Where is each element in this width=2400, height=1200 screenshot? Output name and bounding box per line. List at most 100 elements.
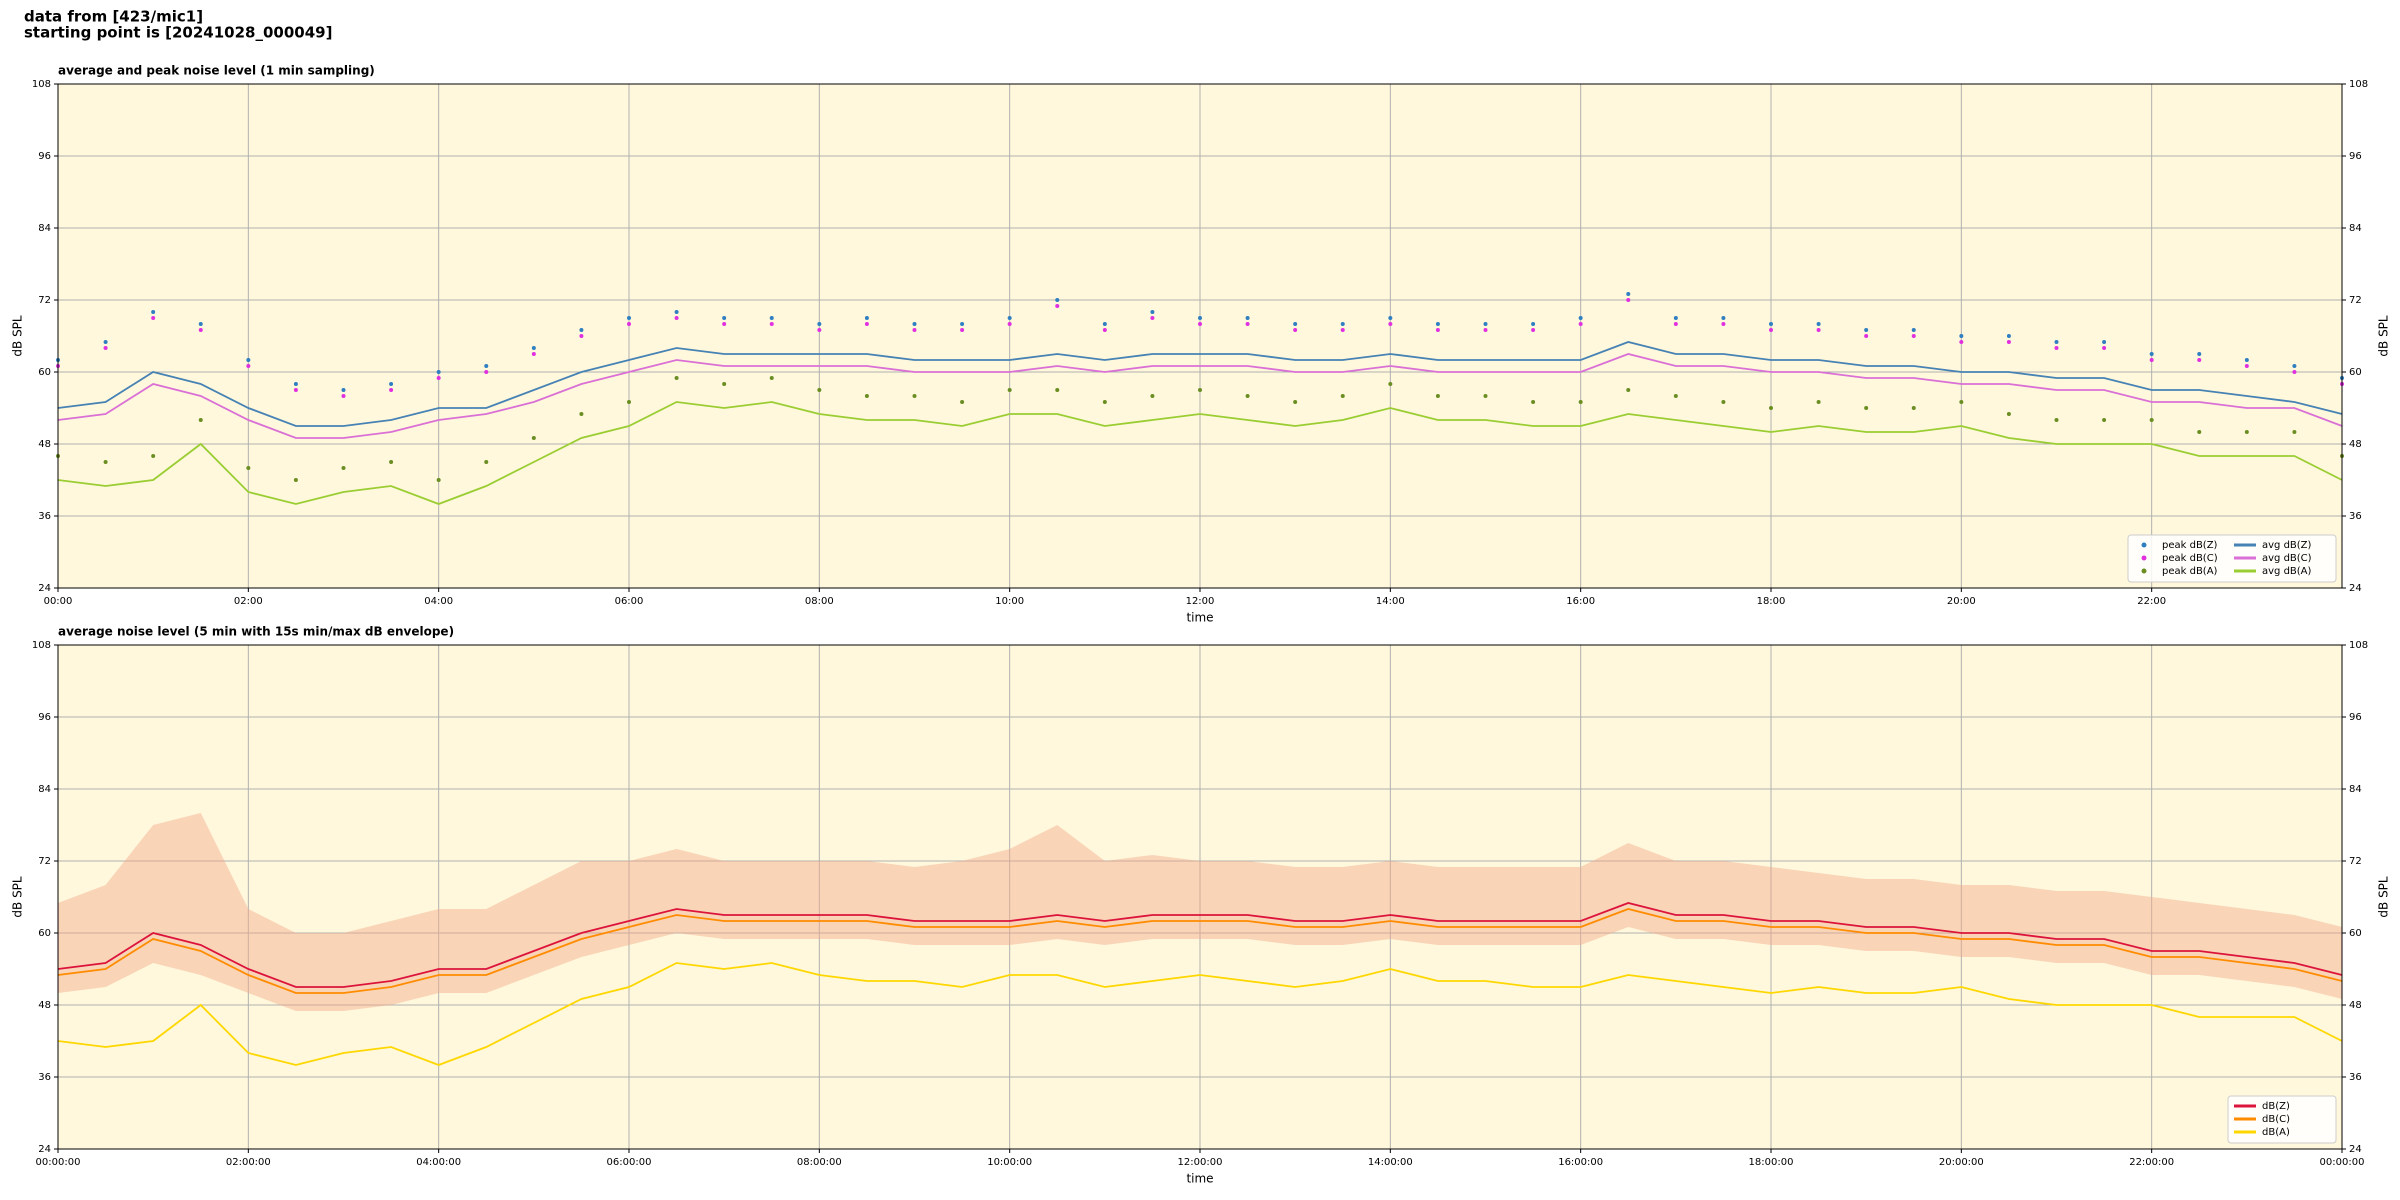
y-axis-label: dB SPL	[2377, 876, 2391, 918]
envelope-area	[58, 813, 2342, 1011]
y-tick-label: 72	[38, 295, 51, 306]
peak-point	[2292, 370, 2297, 374]
peak-point	[1721, 400, 1726, 404]
legend-label: dB(Z)	[2262, 1101, 2290, 1112]
x-tick-label: 22:00:00	[2129, 1157, 2174, 1168]
peak-point	[769, 376, 774, 380]
x-tick-label: 18:00:00	[1749, 1157, 1794, 1168]
peak-point	[1959, 334, 1964, 338]
peak-point	[1198, 322, 1202, 326]
series-line	[57, 353, 2343, 439]
peak-point	[1816, 400, 1821, 404]
peak-point	[1864, 406, 1869, 410]
peak-point	[1435, 394, 1440, 398]
peak-point	[2054, 418, 2059, 422]
peak-point	[2006, 412, 2011, 416]
peak-point	[864, 316, 869, 320]
peak-point	[1626, 298, 1631, 302]
peak-point	[293, 388, 298, 392]
peak-point	[864, 322, 869, 326]
peak-point	[1150, 394, 1155, 398]
y-tick-label: 48	[2349, 439, 2362, 450]
peak-point	[722, 316, 727, 320]
y-tick-label: 24	[38, 1144, 51, 1155]
header-line: starting point is [20241028_000049]	[24, 24, 332, 42]
peak-point	[1435, 322, 1440, 326]
peak-point	[1531, 328, 1536, 332]
y-tick-label: 108	[2349, 640, 2368, 651]
peak-point	[2102, 346, 2107, 350]
legend-label: peak dB(Z)	[2162, 540, 2218, 551]
y-tick-label: 84	[38, 223, 51, 234]
peak-point	[1388, 382, 1393, 386]
x-axis-label: time	[1186, 611, 1213, 625]
peak-point	[1055, 298, 1060, 302]
x-tick-label: 06:00:00	[607, 1157, 652, 1168]
y-tick-label: 96	[38, 151, 51, 162]
peak-point	[531, 352, 536, 356]
peak-point	[912, 394, 917, 398]
peak-point	[960, 322, 965, 326]
peak-point	[198, 328, 203, 332]
legend-marker	[2141, 555, 2147, 561]
peak-point	[1864, 334, 1869, 338]
peak-point	[1102, 328, 1107, 332]
y-axis-label: dB SPL	[11, 876, 25, 918]
y-tick-label: 60	[38, 367, 51, 378]
x-tick-label: 12:00	[1186, 596, 1215, 607]
peak-point	[2244, 430, 2249, 434]
peak-point	[722, 382, 727, 386]
x-tick-label: 04:00	[424, 596, 453, 607]
peak-point	[1626, 292, 1631, 296]
peak-point	[1055, 304, 1060, 308]
peak-point	[1007, 316, 1012, 320]
peak-point	[151, 310, 156, 314]
peak-point	[1435, 328, 1440, 332]
peak-point	[1911, 334, 1916, 338]
peak-point	[674, 376, 679, 380]
peak-point	[531, 346, 536, 350]
legend-label: avg dB(C)	[2262, 553, 2312, 564]
peak-point	[2149, 352, 2154, 356]
peak-point	[579, 328, 584, 332]
peak-point	[2149, 358, 2154, 362]
y-tick-label: 108	[2349, 79, 2368, 90]
peak-point	[1531, 400, 1536, 404]
peak-point	[579, 412, 584, 416]
peak-point	[817, 322, 822, 326]
peak-point	[389, 460, 394, 464]
peak-point	[912, 322, 917, 326]
peak-point	[1150, 310, 1155, 314]
peak-point	[1245, 316, 1250, 320]
peak-point	[1102, 400, 1107, 404]
legend-label: dB(C)	[2262, 1114, 2290, 1125]
y-tick-label: 48	[2349, 1000, 2362, 1011]
legend-label: avg dB(A)	[2262, 566, 2312, 577]
y-tick-label: 36	[38, 1072, 51, 1083]
y-axis-label: dB SPL	[11, 315, 25, 357]
x-tick-label: 16:00:00	[1558, 1157, 1603, 1168]
peak-point	[1531, 322, 1536, 326]
chart-title: average and peak noise level (1 min samp…	[58, 64, 375, 78]
peak-point	[103, 346, 108, 350]
peak-point	[769, 316, 774, 320]
peak-point	[1721, 322, 1726, 326]
peak-point	[722, 322, 727, 326]
y-tick-label: 60	[38, 928, 51, 939]
peak-point	[1102, 322, 1107, 326]
y-tick-label: 84	[2349, 223, 2362, 234]
peak-point	[2292, 430, 2297, 434]
peak-point	[293, 478, 298, 482]
x-tick-label: 18:00	[1757, 596, 1786, 607]
peak-point	[1198, 316, 1202, 320]
x-tick-label: 16:00	[1566, 596, 1595, 607]
y-tick-label: 96	[2349, 712, 2362, 723]
peak-point	[293, 382, 298, 386]
peak-point	[1150, 316, 1155, 320]
peak-point	[1911, 406, 1916, 410]
series-line	[57, 401, 2343, 505]
legend-label: peak dB(C)	[2162, 553, 2218, 564]
x-tick-label: 08:00:00	[797, 1157, 842, 1168]
peak-point	[1769, 406, 1773, 410]
